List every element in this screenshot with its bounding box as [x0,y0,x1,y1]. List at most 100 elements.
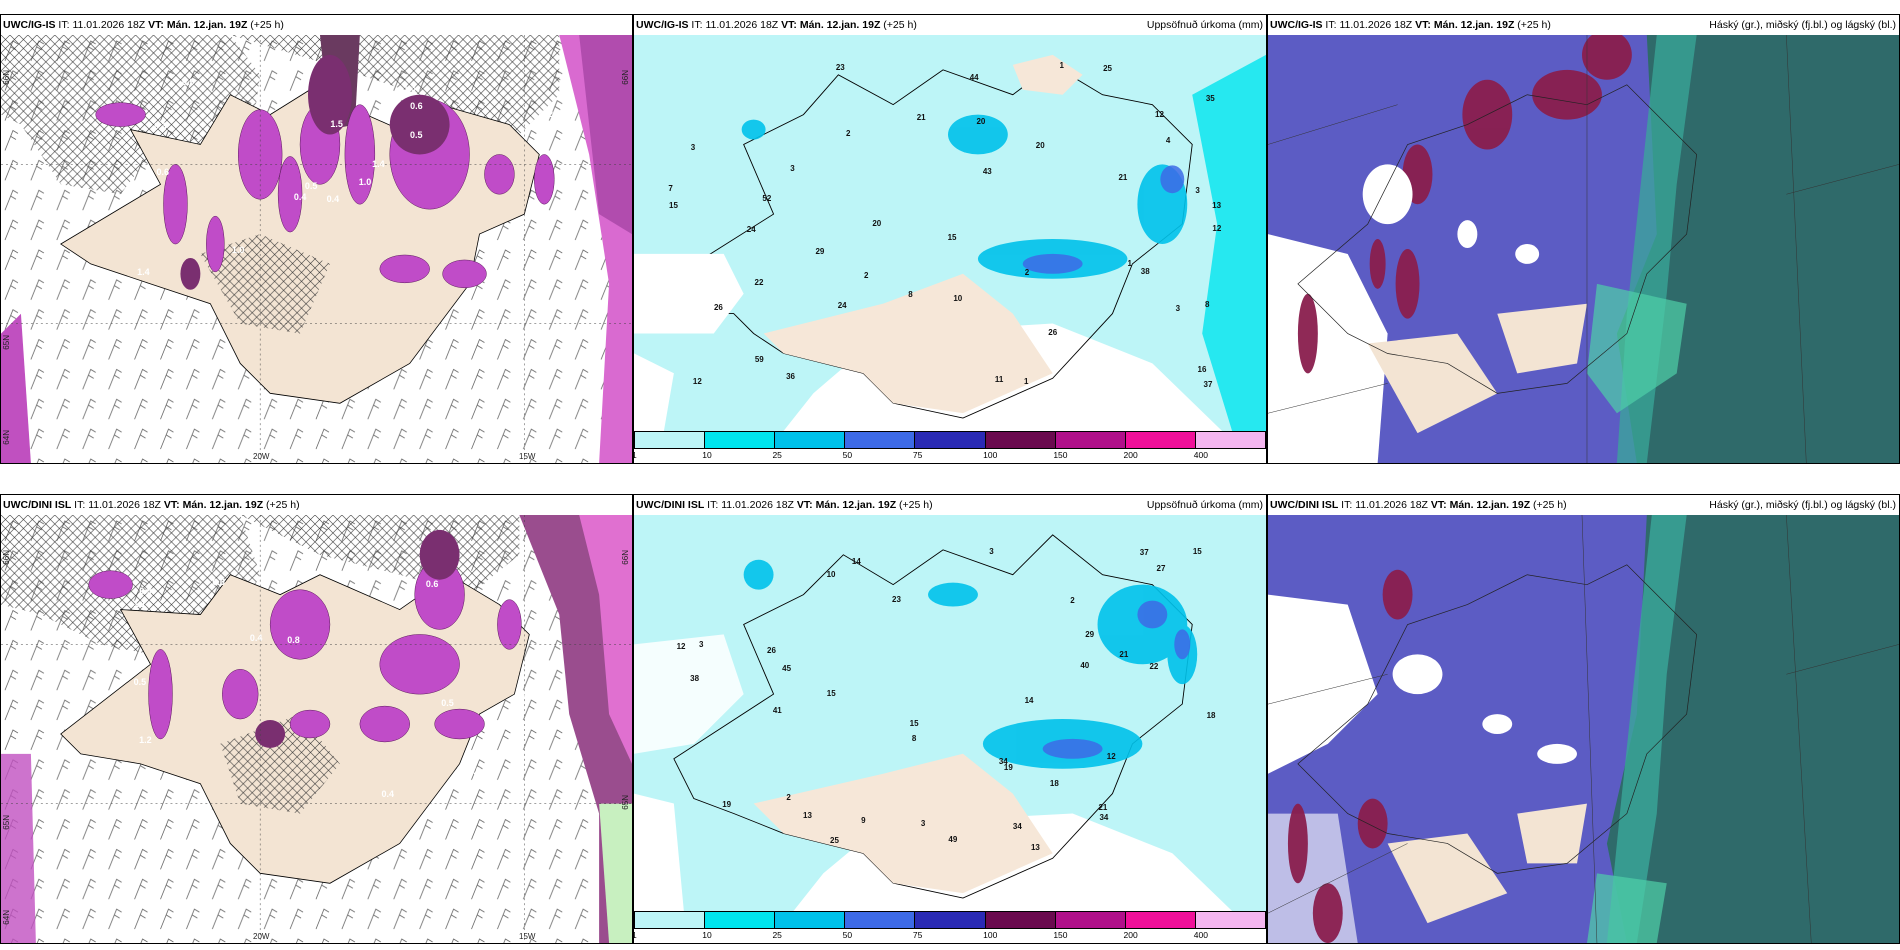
map-value-label: 26 [713,302,723,312]
map-value-label: 21 [1098,803,1108,813]
map-value-label: 12 [1106,751,1116,761]
map-value-label: 0.5 [304,181,318,192]
map-value-label: 23 [892,595,901,605]
map-value-label: 49 [948,835,958,845]
map-value-label: 1.0 [358,177,372,188]
precip-map [634,35,1266,431]
colorbar-label: 200 [1123,930,1138,940]
map-value-label: 26 [767,646,776,656]
colorbar-label: 25 [772,930,782,940]
colorbar-cell [915,432,986,448]
map-value-label: 13 [803,811,812,821]
map-value-label: 38 [690,673,700,683]
colorbar-label: 50 [842,930,853,940]
precip-title: Uppsöfnuð úrkoma (mm) [1146,499,1263,511]
lat-label: 66N [2,550,11,565]
map-value-label: 0.5 [410,129,423,140]
map-value-label: 0.4 [293,191,307,202]
colorbar-cell [845,432,916,448]
colorbar-label: 200 [1123,450,1138,460]
map-value-label: 34 [1099,812,1109,822]
map-value-label: 29 [815,246,825,256]
map-value-label: 1.0 [532,288,546,299]
map-value-label: 27 [1156,563,1166,573]
map-value-label: 0.5 [441,697,454,708]
panel-header: UWC/DINI ISL IT: 11.01.2026 18Z VT: Mán.… [1,495,632,515]
map-value-label: 22 [1149,662,1159,672]
panel-precip-bottom: UWC/DINI ISL IT: 11.01.2026 18Z VT: Mán.… [633,494,1267,944]
map-value-label: 45 [782,663,792,673]
colorbar-cell [705,912,776,928]
colorbar-cell [845,912,916,928]
colorbar-label: 400 [1193,450,1208,460]
map-value-label: 11 [994,374,1004,384]
map-value-label: 7 [668,184,673,194]
map-value-label: 21 [1119,650,1129,660]
colorbar-cell [1055,912,1126,928]
lat-label: 66N [2,70,11,85]
map-value-label: 1.0 [231,244,245,255]
map-value-label: 3 [920,819,926,829]
lat-label: 65N [621,795,630,810]
map-value-label: 2 [1070,595,1075,605]
map-value-label: 12 [692,376,702,386]
map-value-label: 1.2 [540,108,554,119]
colorbar-label: 150 [1053,450,1068,460]
map-value-label: 14 [851,557,861,567]
map-value-label: 1 [1023,377,1029,387]
lon-label: 20W [253,452,270,461]
colorbar: 1 10 25 50 75 100 150 200 400 [634,431,1266,461]
colorbar-label: 75 [912,930,923,940]
precip-map [634,515,1266,911]
map-value-label: 9 [861,815,866,825]
map-value-label: 8 [1205,299,1210,309]
lat-label: 66N [621,70,630,85]
colorbar-label: 1 [634,450,637,460]
map-value-label: 0.4 [381,789,394,800]
map-value-label: 3 [1195,185,1200,195]
map-value-label: 15 [669,200,678,210]
map-value-label: 19 [722,800,732,810]
lat-label: 64N [2,910,11,925]
panel-header: UWC/DINI ISL IT: 11.01.2026 18Z VT: Mán.… [1268,495,1899,515]
map-value-label: 15 [1192,546,1202,556]
map-value-label: 4 [1165,135,1171,145]
panel-header: UWC/IG-IS IT: 11.01.2026 18Z VT: Mán. 12… [634,15,1266,35]
map-value-label: 1 [1127,258,1132,268]
colorbar-label: 100 [983,450,998,460]
map-value-label: 2 [1024,268,1030,278]
map-value-label: 38 [1140,267,1150,277]
colorbar-cell [985,432,1056,448]
map-value-label: 1.1 [148,768,162,779]
panel-wind-top: UWC/IG-IS IT: 11.01.2026 18Z VT: Mán. 12… [0,14,633,464]
map-value-label: 14 [1024,696,1034,706]
colorbar-label: 10 [702,930,712,940]
colorbar-label: 25 [772,450,782,460]
colorbar-cell [635,432,706,448]
map-value-label: 8 [908,290,913,300]
map-value-label: 15 [826,689,836,699]
colorbar-cell [635,912,706,928]
map-value-label: 24 [837,301,847,311]
colorbar-label: 10 [702,450,712,460]
colorbar: 1 10 25 50 75 100 150 200 400 [634,911,1266,941]
lat-label: 65N [2,815,11,830]
map-value-label: 0.6 [425,579,439,590]
map-value-label: 1.5 [330,119,343,130]
map-value-label: 21 [916,113,926,123]
map-value-label: 20 [872,219,882,229]
cloud-title: Háský (gr.), miðský (fj.bl.) og lágský (… [1709,19,1896,31]
colorbar-label: 400 [1193,930,1208,940]
map-value-label: 12 [1212,224,1222,233]
lon-label: 20W [253,932,270,941]
map-value-label: 2 [864,270,869,280]
model-name: UWC/IG-IS [3,19,56,31]
cloud-map [1268,35,1899,463]
map-value-label: 15 [909,718,919,728]
colorbar-label: 75 [912,450,923,460]
cloud-title: Háský (gr.), miðský (fj.bl.) og lágský (… [1709,499,1896,511]
map-value-label: 44 [969,72,979,82]
map-value-label: 22 [754,277,764,287]
map-value-label: 1.5 [468,765,481,776]
map-value-label: 15 [947,233,957,243]
